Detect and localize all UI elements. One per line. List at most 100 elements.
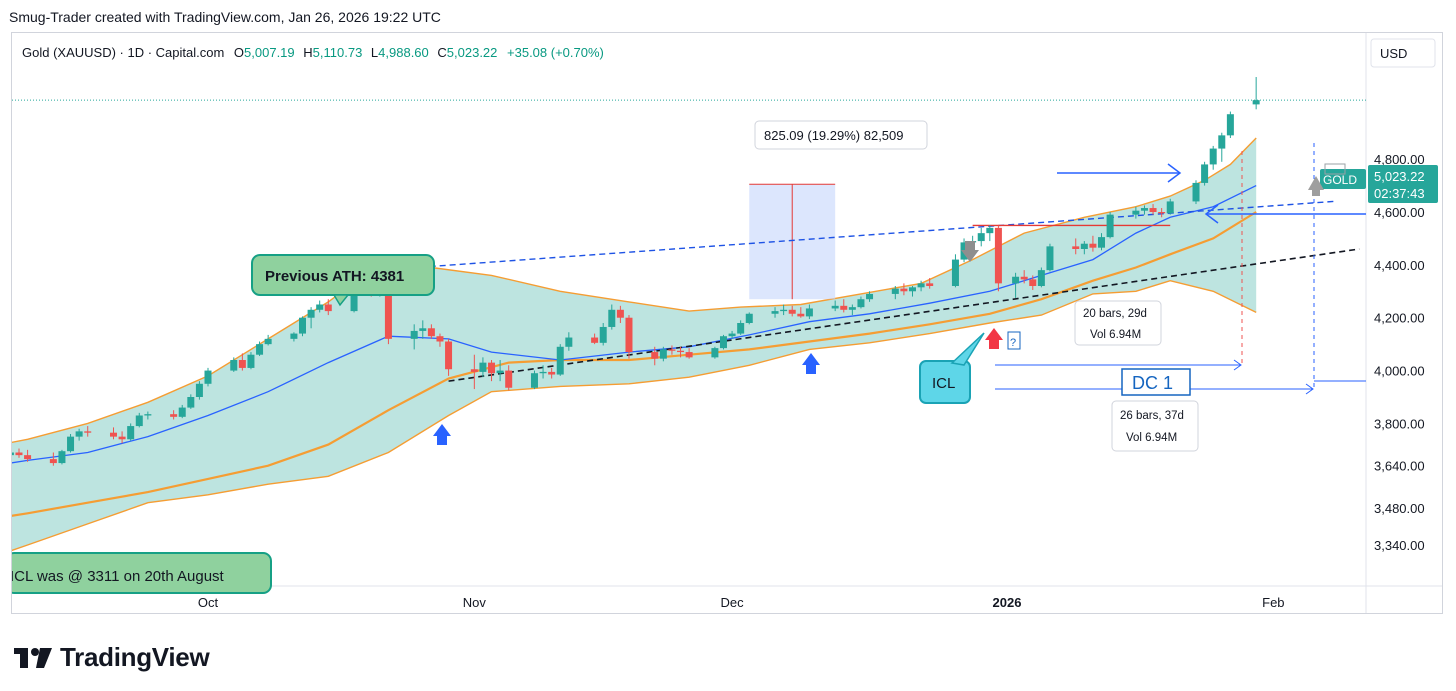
measure-label: 825.09 (19.29%) 82,509 — [764, 128, 904, 143]
candle-body — [651, 352, 659, 359]
candle-body — [12, 452, 14, 456]
candle — [608, 304, 616, 330]
candle-body — [109, 432, 117, 437]
candle — [677, 346, 685, 358]
previous-ath-pointer — [332, 294, 350, 307]
candle-body — [866, 293, 874, 300]
candle-body — [986, 227, 994, 234]
range-26-bars: 26 bars, 37d — [1120, 410, 1184, 422]
candle-body — [780, 309, 788, 312]
candle-body — [565, 337, 573, 347]
tradingview-logo-icon — [14, 647, 52, 668]
currency-button[interactable] — [1370, 38, 1436, 68]
bollinger-band-fill — [12, 138, 1257, 551]
candle-body — [178, 407, 186, 417]
measure-label-box — [754, 120, 928, 150]
candle — [1089, 235, 1097, 252]
candle — [866, 291, 874, 302]
icl-august-callout[interactable] — [12, 552, 272, 594]
candle — [1192, 180, 1200, 205]
candle — [917, 280, 925, 292]
price-tick-label: 4,400.00 — [1374, 258, 1425, 273]
candle — [685, 348, 693, 359]
currency-label: USD — [1380, 46, 1407, 61]
candle — [58, 449, 66, 465]
candle-body — [616, 309, 624, 318]
time-axis[interactable]: Oct Nov Dec 2026 Feb — [198, 595, 1285, 610]
candle-body — [908, 287, 916, 292]
candle-body — [1132, 210, 1140, 215]
annotations — [433, 143, 1366, 445]
candle — [419, 320, 427, 339]
candle-body — [445, 341, 453, 370]
chart-frame[interactable]: 3,340.00 3,480.00 3,640.00 3,800.00 4,000.00… — [11, 32, 1443, 614]
tradingview-logo[interactable]: TradingView — [14, 642, 210, 673]
candle-body — [668, 349, 676, 351]
support-trendline — [448, 248, 1360, 382]
candle — [1166, 198, 1174, 215]
candle-body — [625, 317, 633, 353]
price-tick-label: 3,640.00 — [1374, 459, 1425, 474]
bollinger-lower — [12, 279, 1257, 552]
legend-close-label: C — [437, 45, 446, 60]
candle — [651, 346, 659, 366]
candle — [539, 365, 547, 379]
candle — [238, 353, 246, 371]
candle — [67, 434, 75, 453]
candle — [1020, 270, 1028, 284]
candle — [247, 352, 255, 370]
candle — [771, 307, 779, 318]
tradingview-brand: TradingView — [60, 642, 210, 672]
price-tick-label: 3,340.00 — [1374, 538, 1425, 553]
price-chart[interactable]: 3,340.00 3,480.00 3,640.00 3,800.00 4,000.00… — [12, 33, 1442, 613]
candle-body — [788, 309, 796, 314]
candle-body — [1201, 164, 1209, 183]
dc1-box[interactable] — [1121, 368, 1191, 396]
candle-body — [470, 369, 478, 372]
icl-label: ICL — [932, 375, 955, 392]
candle-body — [1226, 114, 1234, 136]
candle — [75, 428, 83, 441]
blue-up-arrow-icon-stem — [806, 365, 816, 374]
legend-close: 5,023.22 — [447, 45, 498, 60]
candle — [797, 307, 805, 318]
candle-body — [427, 328, 435, 337]
candle — [951, 254, 959, 288]
candle-body — [1209, 148, 1217, 165]
slow-ema-line — [12, 211, 1257, 517]
candle — [556, 344, 564, 376]
candle — [831, 300, 839, 312]
candle-body — [256, 344, 264, 355]
candle-body — [771, 311, 779, 314]
candle — [1098, 233, 1106, 251]
candle — [616, 305, 624, 323]
candle-body — [857, 299, 865, 308]
price-tick-label: 4,000.00 — [1374, 364, 1425, 379]
indicator-lines — [12, 99, 1366, 517]
price-tick-label: 3,800.00 — [1374, 416, 1425, 431]
candle-body — [496, 370, 504, 374]
candle — [977, 227, 985, 247]
question-mark: ? — [1010, 337, 1016, 349]
candle-body — [1012, 276, 1020, 284]
red-up-arrow-icon-stem — [989, 340, 999, 349]
candle — [15, 448, 23, 458]
price-axis[interactable]: 3,340.00 3,480.00 3,640.00 3,800.00 4,000.00… — [1374, 33, 1425, 553]
candle — [127, 423, 135, 441]
candle — [728, 330, 736, 339]
candle-body — [608, 309, 616, 327]
candle — [1209, 145, 1217, 170]
candle — [324, 299, 332, 316]
question-badge[interactable] — [1007, 331, 1021, 350]
candle-body — [187, 397, 195, 408]
candle — [1201, 161, 1209, 186]
candle-body — [247, 354, 255, 368]
candle — [496, 360, 504, 382]
candle-body — [479, 362, 487, 372]
candle-body — [951, 259, 959, 286]
range-20-bars: 20 bars, 29d — [1083, 308, 1147, 320]
candle-body — [599, 326, 607, 343]
icl-callout[interactable] — [919, 360, 971, 404]
candle — [445, 338, 453, 376]
previous-ath-label: Previous ATH: 4381 — [265, 268, 404, 285]
